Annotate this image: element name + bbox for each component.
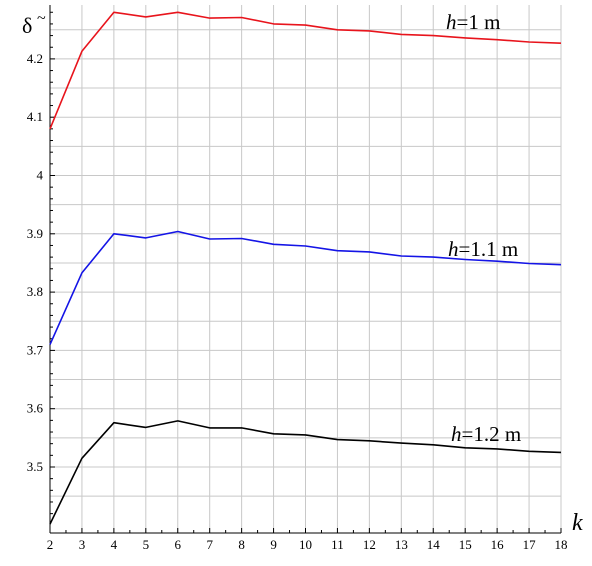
y-tick-label: 4.2 <box>27 51 43 66</box>
series-label-value: =1.2 m <box>462 422 522 446</box>
x-tick-label: 11 <box>331 537 344 552</box>
x-tick-label: 4 <box>111 537 118 552</box>
y-tick-label: 4.1 <box>27 109 43 124</box>
x-tick-label: 9 <box>270 537 277 552</box>
y-tick-label: 3.9 <box>27 226 43 241</box>
series-labels: h=1 mh=1.1 mh=1.2 m <box>446 10 521 446</box>
x-tick-label: 3 <box>79 537 86 552</box>
x-tick-label: 17 <box>523 537 537 552</box>
series-line <box>49 230 562 345</box>
x-tick-labels: 2 3 4 5 6 7 8 9 10 11 12 13 14 15 16 17 18 <box>47 537 568 552</box>
y-tick-label: 3.5 <box>27 459 43 474</box>
x-tick-label: 5 <box>143 537 150 552</box>
x-tick-label: 13 <box>395 537 408 552</box>
x-tick-label: 6 <box>175 537 182 552</box>
x-tick-label: 18 <box>555 537 568 552</box>
y-axis-label-accent: ~ <box>37 10 46 27</box>
y-tick-labels: 3.5 3.6 3.7 3.8 3.9 4 4.1 4.2 <box>27 51 44 474</box>
series-lines <box>49 11 562 525</box>
x-gridlines <box>81 5 562 533</box>
x-tick-label: 12 <box>363 537 376 552</box>
y-tick-label: 3.6 <box>27 401 44 416</box>
series-label-variable: h <box>451 422 462 446</box>
x-tick-label: 14 <box>427 537 441 552</box>
series-label-value: =1.1 m <box>459 237 519 261</box>
x-axis-label: k <box>572 510 583 536</box>
x-minor-ticks <box>49 528 562 533</box>
x-tick-label: 15 <box>459 537 472 552</box>
x-tick-label: 2 <box>47 537 54 552</box>
y-gridlines <box>50 29 561 497</box>
series-label: h=1 m <box>446 10 500 34</box>
x-tick-label: 16 <box>491 537 505 552</box>
series-label-value: =1 m <box>457 10 501 34</box>
x-tick-label: 7 <box>206 537 213 552</box>
series-line <box>49 420 562 525</box>
y-axis-label: δ <box>22 13 32 38</box>
series-label-variable: h <box>446 10 457 34</box>
series-label: h=1.1 m <box>448 237 518 261</box>
y-tick-label: 4 <box>37 168 44 183</box>
y-tick-label: 3.7 <box>27 342 44 357</box>
series-label-variable: h <box>448 237 459 261</box>
y-tick-label: 3.8 <box>27 284 43 299</box>
series-line <box>49 11 562 130</box>
series-label: h=1.2 m <box>451 422 521 446</box>
x-tick-label: 8 <box>238 537 245 552</box>
x-tick-label: 10 <box>299 537 312 552</box>
